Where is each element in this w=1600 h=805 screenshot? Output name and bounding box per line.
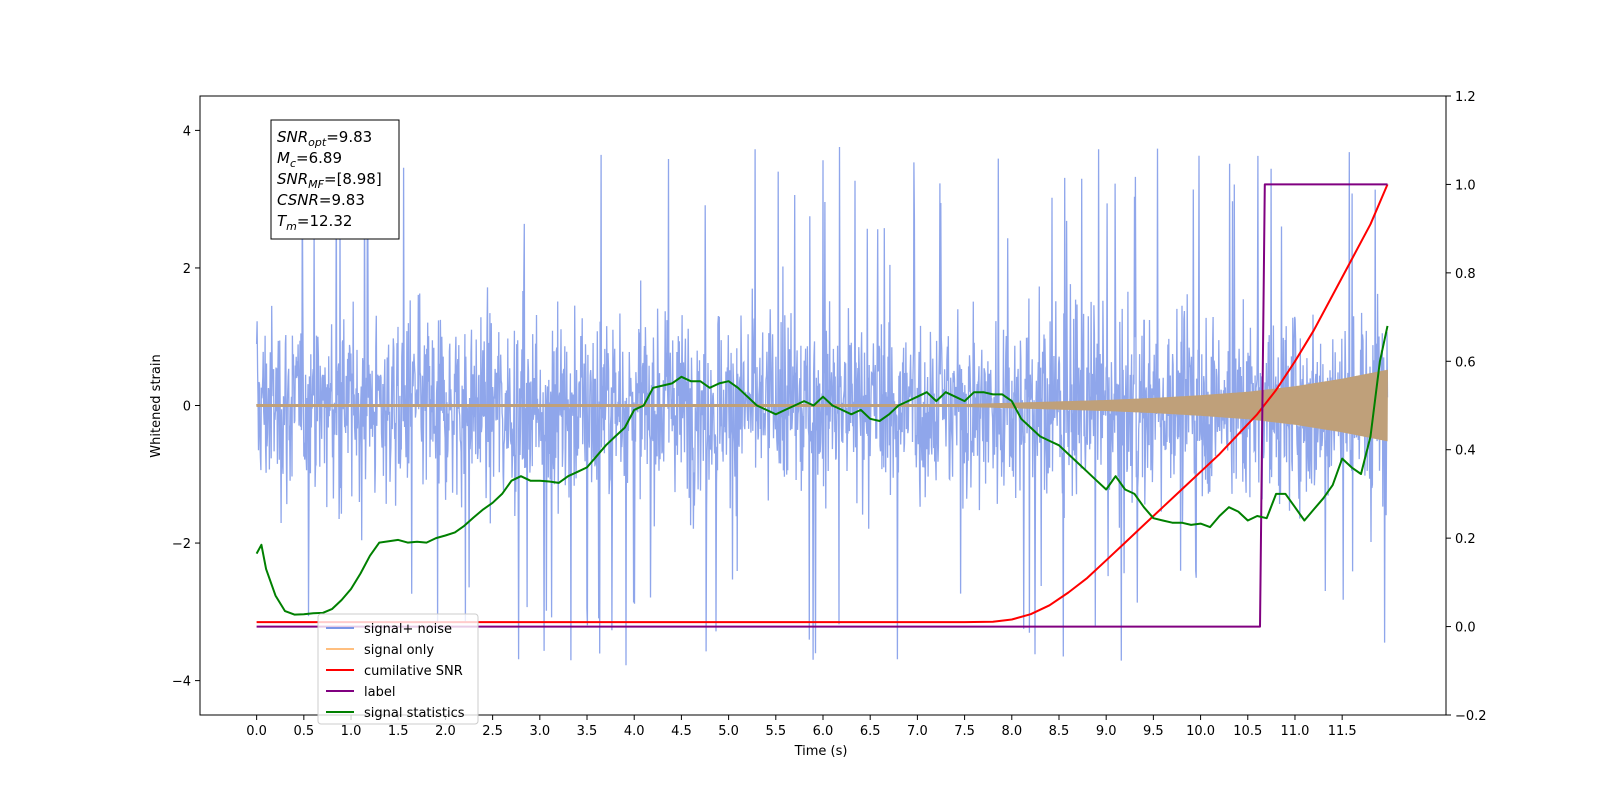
y-axis-right: −0.2 0.0 0.2 0.4 0.6 0.8 1.0 1.2 (1446, 90, 1487, 724)
y2-tick-label: 0.0 (1455, 621, 1476, 636)
y2-tick-label: 0.6 (1455, 355, 1476, 370)
y-axis-left: −4 −2 0 2 4 (172, 124, 200, 690)
x-tick-label: 9.0 (1096, 724, 1117, 739)
y2-tick-label: 0.4 (1455, 444, 1476, 459)
x-axis: 0.0 0.5 1.0 1.5 2.0 2.5 3.0 3.5 4.0 4.5 5.0 5.5 6.0 6… (246, 715, 1357, 739)
y2-tick-label: 1.2 (1455, 90, 1476, 105)
x-tick-label: 5.0 (718, 724, 739, 739)
x-tick-label: 6.5 (860, 724, 881, 739)
legend-label: label (364, 685, 395, 700)
x-tick-label: 8.0 (1001, 724, 1022, 739)
legend-frame (317, 613, 479, 725)
x-tick-label: 11.5 (1328, 724, 1357, 739)
annotation-line: SNRMF=[8.98] (277, 170, 382, 191)
legend-label: signal only (364, 643, 434, 658)
x-tick-label: 10.0 (1186, 724, 1215, 739)
legend-label: signal statistics (364, 706, 465, 721)
y-tick-label: 0 (183, 400, 191, 415)
annotation-line: CSNR=9.83 (277, 191, 365, 209)
y-tick-label: 4 (183, 124, 191, 139)
legend-label: signal+ noise (364, 622, 452, 637)
series-cumulative-snr (256, 184, 1389, 624)
x-tick-label: 4.0 (624, 724, 645, 739)
series-signal-only (256, 369, 1388, 442)
series-label (256, 183, 1388, 628)
y-tick-label: −2 (172, 537, 191, 552)
y2-tick-label: −0.2 (1455, 709, 1487, 724)
y2-tick-label: 1.0 (1455, 178, 1476, 193)
y-tick-label: −4 (172, 675, 191, 690)
x-tick-label: 10.5 (1233, 724, 1262, 739)
annotation-line: SNRopt=9.83 (277, 128, 372, 149)
series-signal-noise (255, 146, 1389, 666)
legend: signal+ noise signal only cumilative SNR la… (317, 613, 479, 725)
x-tick-label: 2.5 (482, 724, 503, 739)
x-tick-label: 11.0 (1280, 724, 1309, 739)
x-tick-label: 6.0 (813, 724, 834, 739)
x-tick-label: 3.0 (529, 724, 550, 739)
y2-tick-label: 0.8 (1455, 267, 1476, 282)
x-tick-label: 4.5 (671, 724, 692, 739)
x-tick-label: 0.0 (246, 724, 267, 739)
legend-label: cumilative SNR (364, 664, 463, 679)
series-layer (255, 146, 1389, 666)
y-tick-label: 2 (183, 262, 191, 277)
annotation-line: Tm=12.32 (277, 212, 352, 233)
y2-tick-label: 0.2 (1455, 532, 1476, 547)
x-tick-label: 2.0 (435, 724, 456, 739)
x-tick-label: 9.5 (1143, 724, 1164, 739)
x-tick-label: 8.5 (1049, 724, 1070, 739)
annotation-line: Mc=6.89 (277, 149, 342, 170)
series-signal-statistics (255, 325, 1389, 616)
x-tick-label: 0.5 (293, 724, 314, 739)
x-tick-label: 7.5 (954, 724, 975, 739)
x-tick-label: 3.5 (577, 724, 598, 739)
x-axis-label: Time (s) (794, 744, 848, 759)
x-tick-label: 5.5 (765, 724, 786, 739)
x-tick-label: 1.5 (388, 724, 409, 739)
x-tick-label: 1.0 (341, 724, 362, 739)
annotation-box-frame (270, 119, 400, 240)
x-tick-label: 7.0 (907, 724, 928, 739)
y-axis-label: Whitened strain (149, 354, 164, 457)
